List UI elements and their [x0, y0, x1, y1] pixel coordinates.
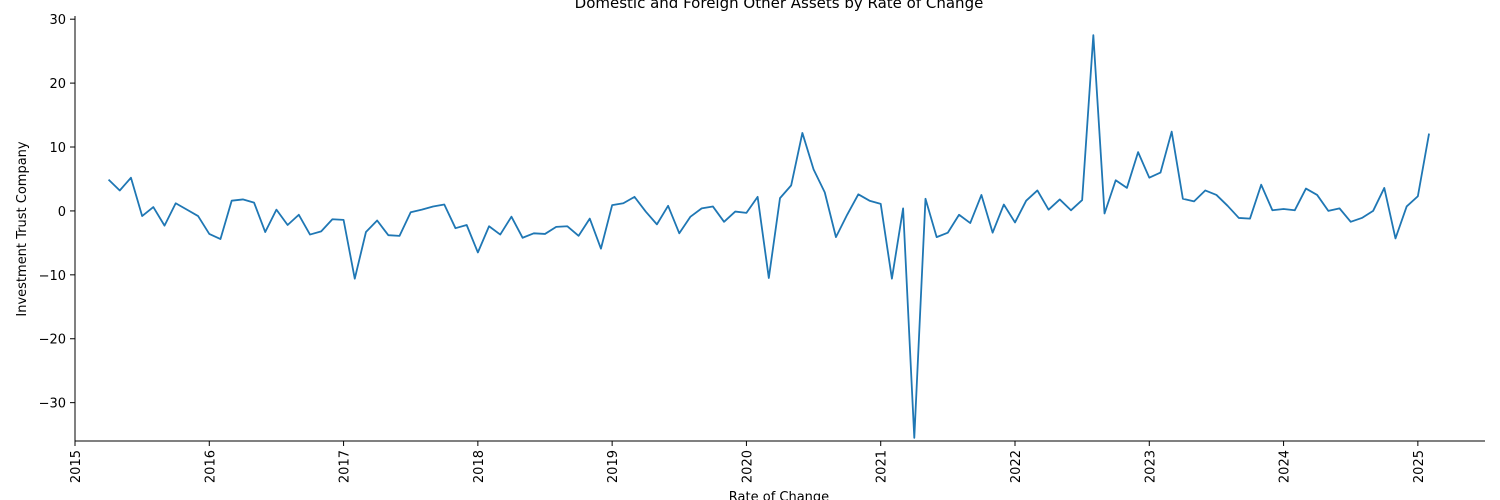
- y-tick-label: 10: [49, 141, 66, 156]
- y-tick-label: −20: [39, 333, 66, 348]
- plot-area: [107, 34, 1430, 439]
- series-line: [107, 34, 1430, 439]
- x-tick-label: 2016: [203, 450, 218, 483]
- y-tick-label: 30: [49, 13, 66, 28]
- x-axis-title: Rate of Change: [729, 490, 829, 500]
- x-tick-label: 2025: [1412, 450, 1427, 483]
- y-tick-label: −10: [39, 269, 66, 284]
- y-tick-label: 0: [58, 205, 66, 220]
- y-axis-title: Investment Trust Company: [15, 141, 30, 317]
- x-axis-ticks: 2015 2016 2017 2018 2019 2020 2021 2022 2023 2024…: [69, 441, 1427, 483]
- x-tick-label: 2017: [338, 450, 353, 483]
- x-tick-label: 2024: [1278, 450, 1293, 483]
- x-tick-label: 2020: [740, 450, 755, 483]
- x-tick-label: 2019: [606, 450, 621, 483]
- x-tick-label: 2015: [69, 450, 84, 483]
- x-tick-label: 2023: [1143, 450, 1158, 483]
- x-tick-label: 2022: [1009, 450, 1024, 483]
- chart-title: Domestic and Foreign Other Assets by Rat…: [575, 0, 984, 12]
- y-tick-label: −30: [39, 397, 66, 412]
- x-tick-label: 2018: [472, 450, 487, 483]
- y-axis-ticks: −30 −20 −10 0 10 20 30: [39, 13, 75, 412]
- y-tick-label: 20: [49, 77, 66, 92]
- x-tick-label: 2021: [875, 450, 890, 483]
